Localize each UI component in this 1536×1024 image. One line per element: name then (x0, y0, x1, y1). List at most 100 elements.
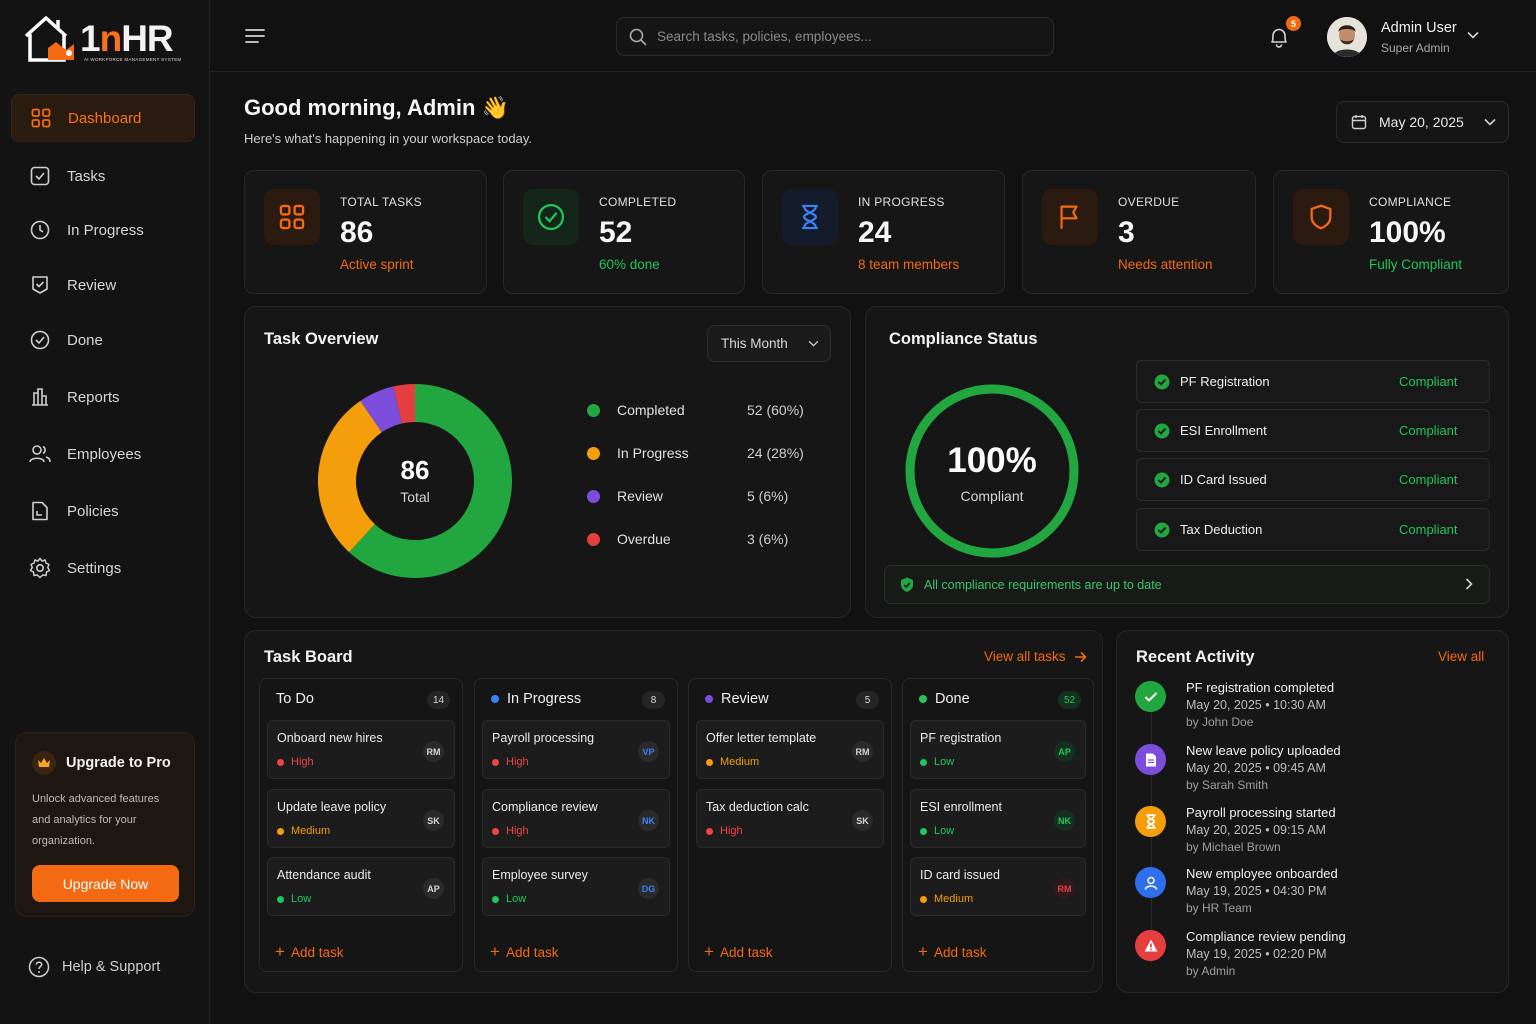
priority-label: High (506, 756, 529, 768)
board-column-review: Review 5 Offer letter template Medium RM… (688, 678, 892, 972)
priority-dot (706, 758, 713, 766)
task-card[interactable]: Attendance audit Low AP (267, 857, 455, 916)
help-icon (28, 956, 50, 978)
sidebar-item-reports[interactable]: Reports (11, 373, 195, 421)
activity-time: May 19, 2025 • 02:20 PM (1186, 947, 1327, 961)
task-card[interactable]: Employee survey Low DG (482, 857, 670, 916)
sidebar-item-review[interactable]: Review (11, 261, 195, 309)
chevron-down-icon[interactable] (1467, 31, 1479, 39)
sidebar-item-settings[interactable]: Settings (11, 544, 195, 592)
task-title: ID card issued (920, 868, 1000, 882)
compliance-row[interactable]: ESI Enrollment Compliant (1136, 409, 1490, 452)
task-card[interactable]: ID card issued Medium RM (910, 857, 1086, 916)
shield-check-icon (900, 577, 914, 593)
column-count: 8 (642, 691, 665, 709)
sidebar-item-dashboard[interactable]: Dashboard (11, 94, 195, 142)
help-support-link[interactable]: Help & Support (28, 956, 160, 978)
period-label: This Month (721, 336, 788, 351)
date-label: May 20, 2025 (1379, 114, 1464, 130)
task-card[interactable]: Payroll processing High VP (482, 720, 670, 779)
compliance-row[interactable]: PF Registration Compliant (1136, 360, 1490, 403)
compliance-row[interactable]: ID Card Issued Compliant (1136, 458, 1490, 501)
task-card[interactable]: ESI enrollment Low NK (910, 789, 1086, 848)
stat-card-completed[interactable]: COMPLETED 52 60% done (503, 170, 745, 294)
period-select[interactable]: This Month (707, 325, 831, 362)
sidebar-item-in-progress[interactable]: In Progress (11, 206, 195, 254)
add-task-button[interactable]: + Add task (704, 942, 772, 962)
compliance-label: Compliant (960, 488, 1024, 504)
notification-badge: 5 (1286, 16, 1301, 31)
priority-label: High (291, 756, 314, 768)
sidebar-item-policies[interactable]: Policies (11, 487, 195, 535)
sidebar-item-employees[interactable]: Employees (11, 430, 195, 478)
activity-date: May 19, 2025 (1186, 884, 1262, 898)
date-picker[interactable]: May 20, 2025 (1336, 101, 1509, 143)
sidebar-item-done[interactable]: Done (11, 316, 195, 364)
compliance-summary-banner[interactable]: All compliance requirements are up to da… (884, 565, 1490, 604)
menu-icon[interactable] (245, 28, 265, 44)
flag-icon (1042, 189, 1098, 245)
column-title: Review (721, 691, 769, 707)
plus-icon: + (918, 942, 928, 961)
stat-value: 86 (340, 216, 374, 249)
priority-label: Low (934, 825, 955, 837)
priority-tag: High (706, 825, 743, 837)
stat-card-total-tasks[interactable]: TOTAL TASKS 86 Active sprint (244, 170, 487, 294)
page-subtitle: Here's what's happening in your workspac… (244, 131, 532, 146)
stat-note: Fully Compliant (1369, 257, 1463, 272)
search-input[interactable] (657, 29, 1037, 44)
stat-label: COMPLETED (599, 195, 677, 209)
stat-card-overdue[interactable]: OVERDUE 3 Needs attention (1022, 170, 1256, 294)
task-title: PF registration (920, 731, 1002, 745)
stat-card-compliance[interactable]: COMPLIANCE 100% Fully Compliant (1273, 170, 1509, 294)
stat-value: 100% (1369, 216, 1446, 249)
panel-title: Task Board (264, 648, 353, 666)
activity-author: by Sarah Smith (1186, 778, 1269, 792)
priority-label: Medium (291, 825, 331, 837)
task-board-panel: Task Board View all tasks To Do 14 Onboa… (244, 630, 1103, 993)
task-title: Onboard new hires (277, 731, 383, 745)
task-card[interactable]: Compliance review High NK (482, 789, 670, 848)
legend-value: 5 (6%) (747, 488, 789, 504)
avatar[interactable] (1327, 17, 1367, 57)
board-column-done: Done 52 PF registration Low AP ESI enrol… (902, 678, 1094, 972)
priority-dot (706, 827, 713, 835)
sidebar-item-label: Review (67, 276, 117, 294)
task-card[interactable]: Offer letter template Medium RM (696, 720, 884, 779)
user-name[interactable]: Admin User (1381, 20, 1457, 36)
grid-icon (264, 189, 320, 245)
donut-segment-completed (349, 384, 512, 578)
view-all-activity-link[interactable]: View all (1438, 649, 1485, 664)
priority-tag: Low (920, 756, 954, 768)
compliance-name: Tax Deduction (1180, 522, 1263, 537)
legend-name: In Progress (617, 445, 689, 461)
task-card[interactable]: Onboard new hires High RM (267, 720, 455, 779)
priority-label: Low (291, 893, 312, 905)
view-all-tasks-link[interactable]: View all tasks (984, 649, 1087, 664)
legend-value: 52 (60%) (747, 402, 804, 418)
task-card[interactable]: Update leave policy Medium SK (267, 789, 455, 848)
board-column-todo: To Do 14 Onboard new hires High RM Updat… (259, 678, 463, 972)
priority-tag: Medium (920, 893, 973, 905)
assignee-avatar: SK (423, 810, 444, 831)
add-task-button[interactable]: + Add task (918, 942, 986, 962)
priority-dot (920, 895, 927, 903)
column-count: 14 (427, 691, 450, 709)
sidebar-item-tasks[interactable]: Tasks (11, 152, 195, 200)
greeting-text: Good morning, Admin (244, 95, 476, 120)
compliance-row[interactable]: Tax Deduction Compliant (1136, 508, 1490, 551)
bell-icon[interactable] (1268, 26, 1290, 48)
legend-item-review: Review 5 (6%) (587, 487, 817, 507)
add-task-button[interactable]: + Add task (490, 942, 558, 962)
stat-card-in-progress[interactable]: IN PROGRESS 24 8 team members (762, 170, 1005, 294)
add-task-button[interactable]: + Add task (275, 942, 343, 962)
priority-tag: High (492, 756, 529, 768)
legend-value: 24 (28%) (747, 445, 804, 461)
upgrade-now-button[interactable]: Upgrade Now (32, 865, 179, 902)
search-icon (629, 28, 647, 46)
check-circle-icon (1154, 472, 1170, 488)
priority-tag: Low (920, 825, 954, 837)
app-logo[interactable]: 1nHR AI WORKFORCE MANAGEMENT SYSTEM (22, 12, 182, 66)
task-card[interactable]: PF registration Low AP (910, 720, 1086, 779)
task-card[interactable]: Tax deduction calc High SK (696, 789, 884, 848)
